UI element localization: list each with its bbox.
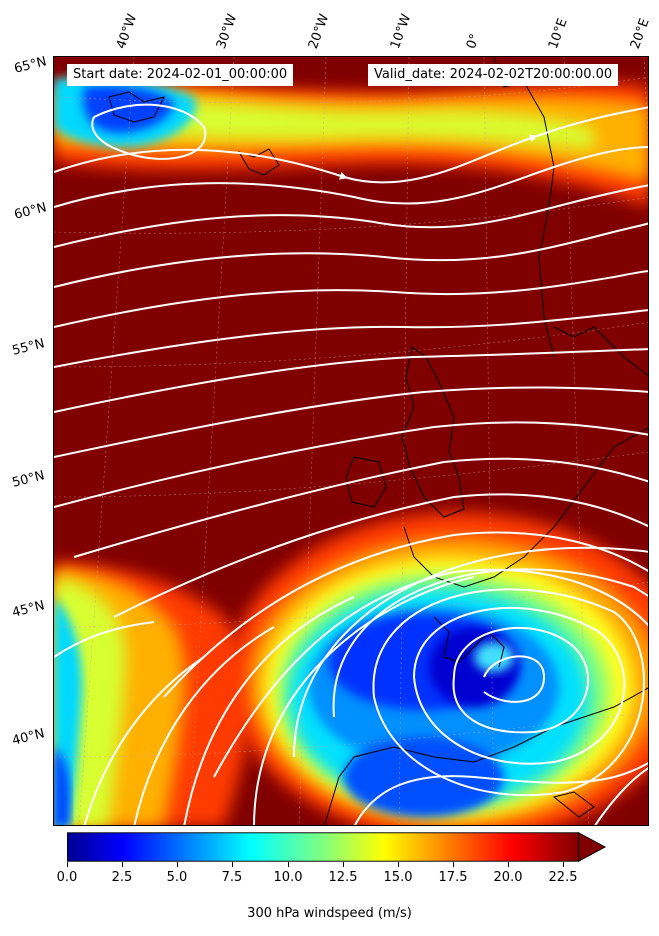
lat-label-40n: 40°N <box>10 726 47 749</box>
tickmark <box>122 862 123 867</box>
lon-label-0: 0° <box>463 31 484 51</box>
lat-label-60n: 60°N <box>12 200 49 223</box>
colorbar-tick-label: 15.0 <box>383 870 413 885</box>
colorbar-extend-arrow <box>578 832 607 862</box>
colorbar-label: 300 hPa windspeed (m/s) <box>247 906 412 921</box>
lat-label-55n: 55°N <box>10 336 47 359</box>
ireland-coast <box>345 456 387 508</box>
lon-label-30w: 30°W <box>213 12 241 51</box>
wind-map <box>53 56 649 826</box>
colorbar-tick-label: 2.5 <box>111 870 133 885</box>
tickmark <box>563 862 564 867</box>
colorbar <box>67 832 607 862</box>
colorbar-tick-label: 12.5 <box>328 870 358 885</box>
lon-label-10e: 10°E <box>545 16 571 51</box>
lon-label-20e: 20°E <box>627 16 653 51</box>
tickmark <box>508 862 509 867</box>
valid-date-label: Valid_date: 2024-02-02T20:00:00.00 <box>368 64 619 86</box>
great-britain-coast <box>401 346 465 518</box>
colorbar-tick-label: 22.5 <box>548 870 578 885</box>
lon-label-20w: 20°W <box>305 12 333 51</box>
lat-label-45n: 45°N <box>10 598 47 621</box>
lon-label-10w: 10°W <box>387 12 415 51</box>
iceland-coast <box>237 148 280 176</box>
lat-label-65n: 65°N <box>12 54 49 77</box>
tickmark <box>288 862 289 867</box>
tickmark <box>343 862 344 867</box>
colorbar-tick-label: 10.0 <box>273 870 303 885</box>
start-date-label: Start date: 2024-02-01_00:00:00 <box>67 64 294 86</box>
wind-field-svg <box>54 57 648 825</box>
tickmark <box>67 862 68 867</box>
tickmark <box>453 862 454 867</box>
lon-label-40w: 40°W <box>113 12 141 51</box>
tickmark <box>177 862 178 867</box>
streamlines <box>54 103 648 825</box>
lat-label-50n: 50°N <box>10 468 47 491</box>
tickmark <box>232 862 233 867</box>
colorbar-tick-label: 5.0 <box>166 870 188 885</box>
colorbar-tick-label: 7.5 <box>221 870 243 885</box>
colorbar-tick-label: 20.0 <box>493 870 523 885</box>
colorbar-tick-label: 0.0 <box>56 870 78 885</box>
colorbar-gradient <box>67 832 580 862</box>
tickmark <box>398 862 399 867</box>
graticule <box>54 57 648 825</box>
western-band <box>54 562 250 825</box>
colorbar-tick-label: 17.5 <box>438 870 468 885</box>
